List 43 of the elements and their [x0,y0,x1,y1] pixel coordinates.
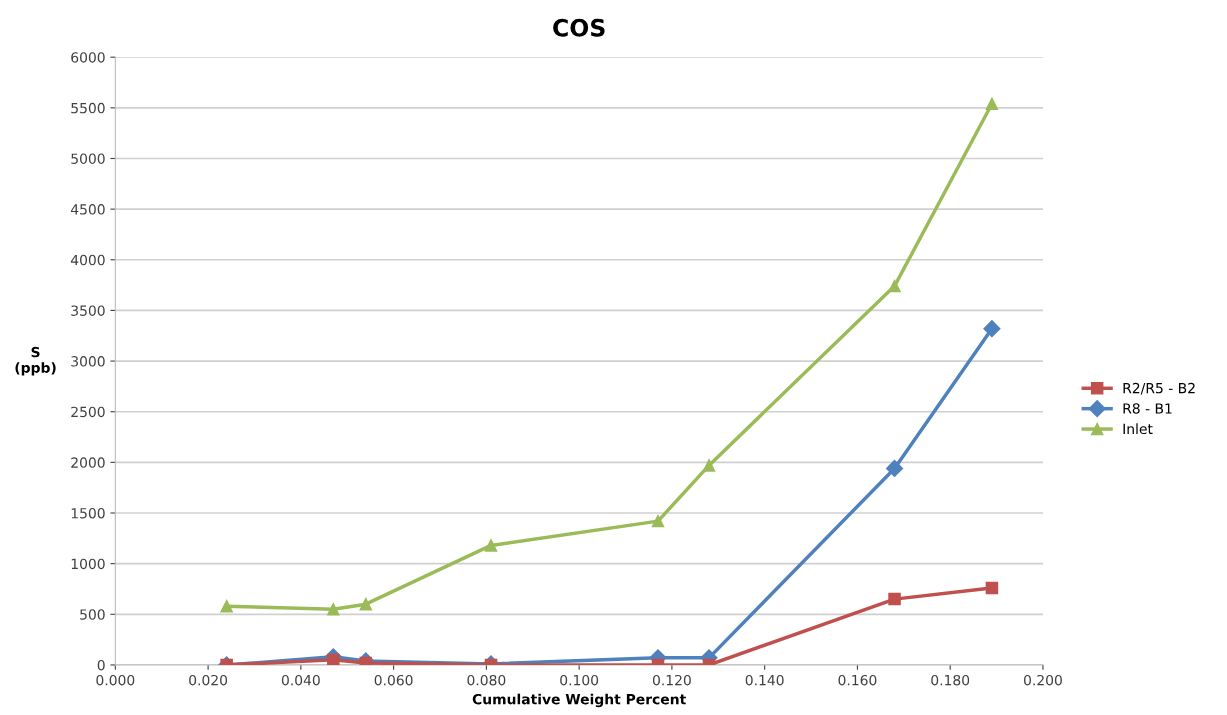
x-tick-label: 0.020 [189,674,228,686]
point [702,459,716,472]
y-tick-label: 2500 [71,406,105,418]
x-axis-title: Cumulative Weight Percent [472,693,686,708]
point [888,279,901,293]
y-tick-label: 3500 [71,305,105,316]
x-tick-label: 0.080 [467,674,506,686]
point [885,459,904,477]
y-tick-label: 500 [80,609,105,620]
x-tick-label: 0.040 [281,674,320,686]
y-tick-label: 0 [97,659,105,671]
point [359,597,373,611]
x-tick-label: 0.200 [1023,674,1062,686]
legend-label: Inlet [1123,423,1153,435]
x-tick-label: 0.100 [560,674,599,686]
x-tick-label: 0.120 [652,674,691,686]
legend-label: R8 - B1 [1123,403,1172,414]
y-tick-label: 4000 [70,254,105,266]
x-tick-label: 0.140 [745,674,784,686]
x-tick-label: 0.180 [931,674,970,686]
y-tick-label: 5500 [71,102,105,114]
point [983,320,1001,338]
point [888,592,901,606]
point [220,599,233,613]
chart-title: COS [553,18,605,37]
y-tick-label: 1500 [71,507,105,519]
y-tick-label: 6000 [71,52,105,63]
x-tick-label: 0.000 [96,674,135,686]
x-tick-label: 0.060 [374,674,413,686]
point [985,97,999,111]
y-axis-title: S (ppb) [15,346,56,376]
y-tick-label: 4500 [70,204,105,215]
point [327,602,340,616]
point [651,514,665,528]
point [484,539,498,552]
point [327,653,340,665]
y-tick-label: 2000 [71,457,105,468]
point [985,581,999,595]
y-tick-label: 5000 [71,153,105,164]
y-tick-label: 1000 [71,558,105,570]
x-tick-label: 0.160 [838,674,877,686]
legend-label: R2/R5 - B2 [1123,382,1195,395]
y-tick-label: 3000 [71,356,105,367]
